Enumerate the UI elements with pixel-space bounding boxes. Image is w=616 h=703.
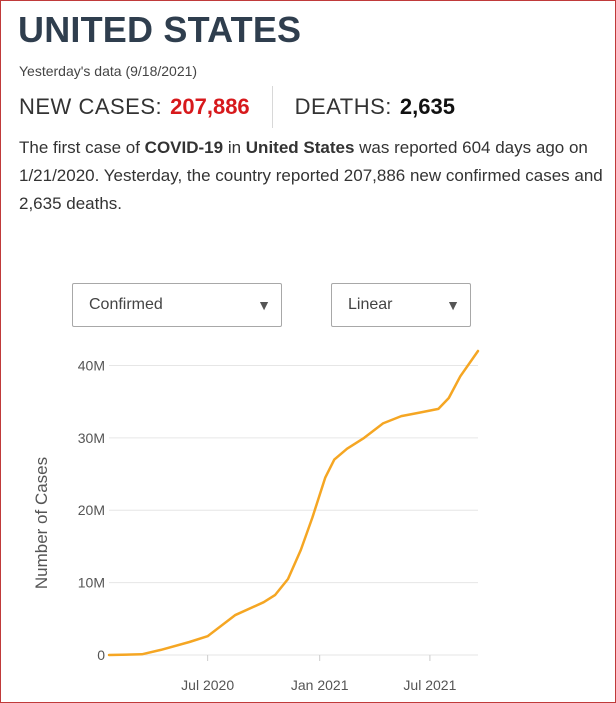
y-axis-title: Number of Cases (32, 457, 51, 589)
summary-part-1: The first case of (19, 138, 145, 157)
x-axis-ticks: Jul 2020 Jan 2021 Jul 2021 (181, 655, 457, 693)
metric-select-value: Confirmed (89, 296, 163, 313)
x-tick-label: Jul 2020 (181, 677, 234, 693)
y-tick-label: 30M (78, 430, 105, 446)
y-tick-label: 0 (97, 647, 105, 663)
confirmed-cases-line (107, 349, 480, 657)
summary-covid: COVID-19 (144, 138, 224, 157)
scale-select[interactable]: Linear ▼ (331, 283, 471, 327)
x-tick-label: Jul 2021 (403, 677, 456, 693)
metric-select[interactable]: Confirmed ▼ (72, 283, 282, 327)
y-axis-ticks: 0 10M 20M 30M 40M (78, 357, 105, 663)
chart-grid (109, 364, 478, 656)
new-cases-value: 207,886 (170, 94, 250, 119)
y-tick-label: 20M (78, 502, 105, 518)
chevron-down-icon: ▼ (257, 297, 271, 313)
x-tick-label: Jan 2021 (291, 677, 349, 693)
cases-line-chart[interactable]: 0 10M 20M 30M 40M Jul 2020 Jan 2021 Jul 2021 N… (1, 341, 616, 701)
summary-part-2: in (223, 138, 246, 157)
stats-divider (271, 86, 273, 128)
chevron-down-icon: ▼ (446, 297, 460, 313)
y-tick-label: 10M (78, 575, 105, 591)
data-date: Yesterday's data (9/18/2021) (19, 63, 198, 79)
new-cases-label: NEW CASES: (19, 94, 163, 119)
deaths-value: 2,635 (399, 94, 455, 119)
country-title: UNITED STATES (18, 9, 302, 50)
scale-select-value: Linear (348, 296, 393, 313)
stats-row: NEW CASES: 207,886 DEATHS: 2,635 (19, 86, 455, 128)
summary-part-3: was reported 604 days ago on 1/21/2020. … (19, 138, 603, 213)
y-tick-label: 40M (78, 357, 105, 373)
summary-text: The first case of COVID-19 in United Sta… (19, 134, 609, 218)
summary-country: United States (245, 138, 355, 157)
deaths-label: DEATHS: (294, 94, 392, 119)
